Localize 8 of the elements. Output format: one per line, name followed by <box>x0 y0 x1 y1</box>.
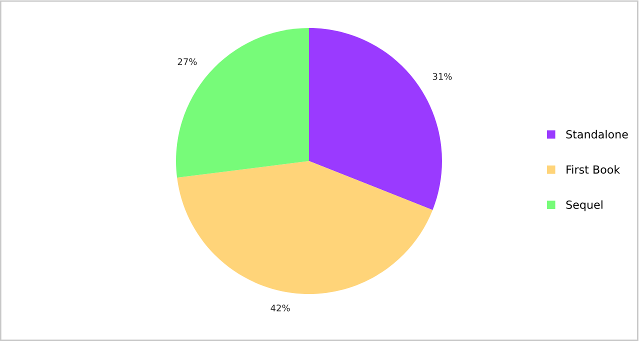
legend-label: First Book <box>566 165 620 174</box>
pie-slice <box>177 161 433 294</box>
legend-label: Standalone <box>566 130 628 139</box>
pie-slice <box>176 28 309 178</box>
data-label: 42% <box>270 304 290 312</box>
legend-label: Sequel <box>566 200 602 212</box>
data-label: 31% <box>432 73 452 80</box>
data-label: 27% <box>178 58 197 66</box>
